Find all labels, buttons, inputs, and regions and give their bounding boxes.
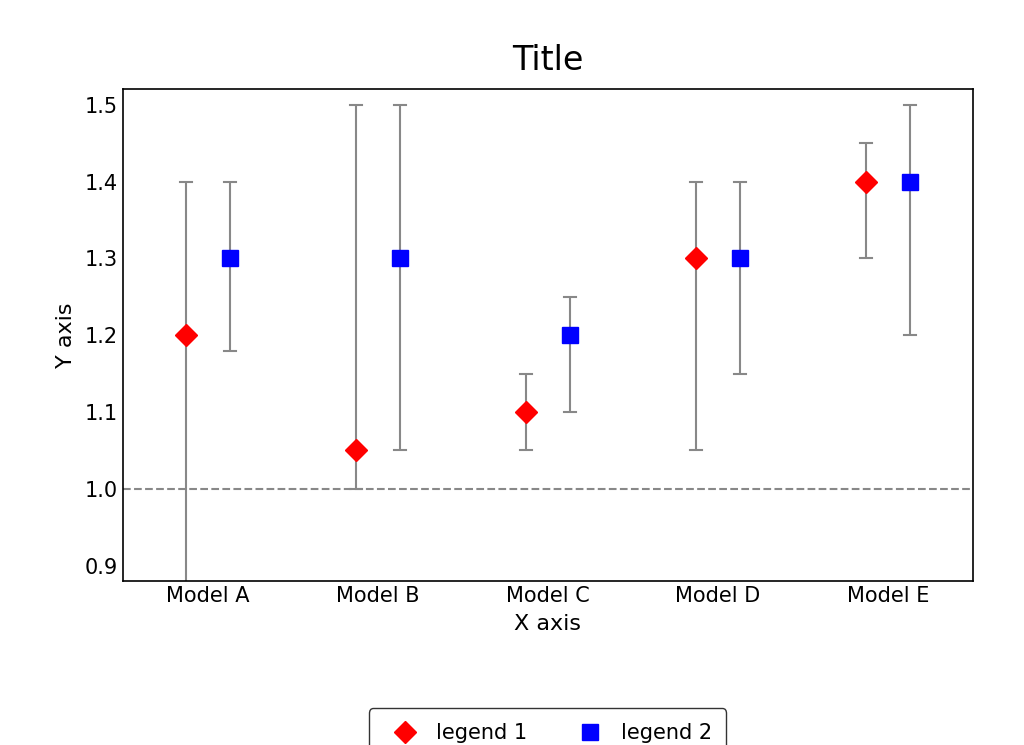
Y-axis label: Y axis: Y axis: [56, 302, 77, 368]
Legend: legend 1, legend 2: legend 1, legend 2: [370, 708, 726, 745]
X-axis label: X axis: X axis: [514, 615, 582, 634]
Title: Title: Title: [512, 44, 584, 77]
